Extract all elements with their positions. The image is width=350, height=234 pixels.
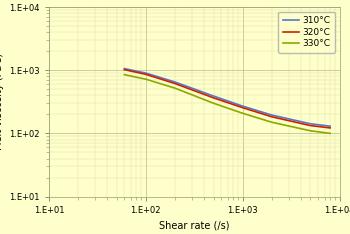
320°C bbox=[270, 115, 274, 118]
310°C bbox=[144, 72, 148, 74]
330°C bbox=[328, 132, 332, 135]
330°C bbox=[173, 87, 177, 90]
310°C bbox=[270, 114, 274, 117]
310°C bbox=[240, 105, 245, 108]
320°C bbox=[308, 124, 313, 127]
330°C bbox=[144, 78, 148, 81]
320°C bbox=[328, 127, 332, 129]
330°C bbox=[240, 112, 245, 115]
320°C bbox=[144, 73, 148, 76]
320°C bbox=[173, 82, 177, 85]
320°C bbox=[122, 68, 126, 71]
310°C bbox=[308, 122, 313, 125]
310°C bbox=[122, 67, 126, 70]
Legend: 310°C, 320°C, 330°C: 310°C, 320°C, 330°C bbox=[278, 11, 335, 53]
310°C bbox=[211, 95, 216, 97]
Line: 320°C: 320°C bbox=[124, 70, 330, 128]
330°C bbox=[211, 102, 216, 105]
330°C bbox=[270, 121, 274, 124]
320°C bbox=[240, 106, 245, 109]
310°C bbox=[328, 125, 332, 128]
310°C bbox=[173, 81, 177, 84]
320°C bbox=[211, 96, 216, 99]
Line: 310°C: 310°C bbox=[124, 69, 330, 126]
Y-axis label: Melt viscosity (Pa·s): Melt viscosity (Pa·s) bbox=[0, 53, 4, 150]
330°C bbox=[308, 129, 313, 132]
X-axis label: Shear rate (/s): Shear rate (/s) bbox=[159, 220, 230, 230]
Line: 330°C: 330°C bbox=[124, 75, 330, 133]
330°C bbox=[122, 73, 126, 76]
